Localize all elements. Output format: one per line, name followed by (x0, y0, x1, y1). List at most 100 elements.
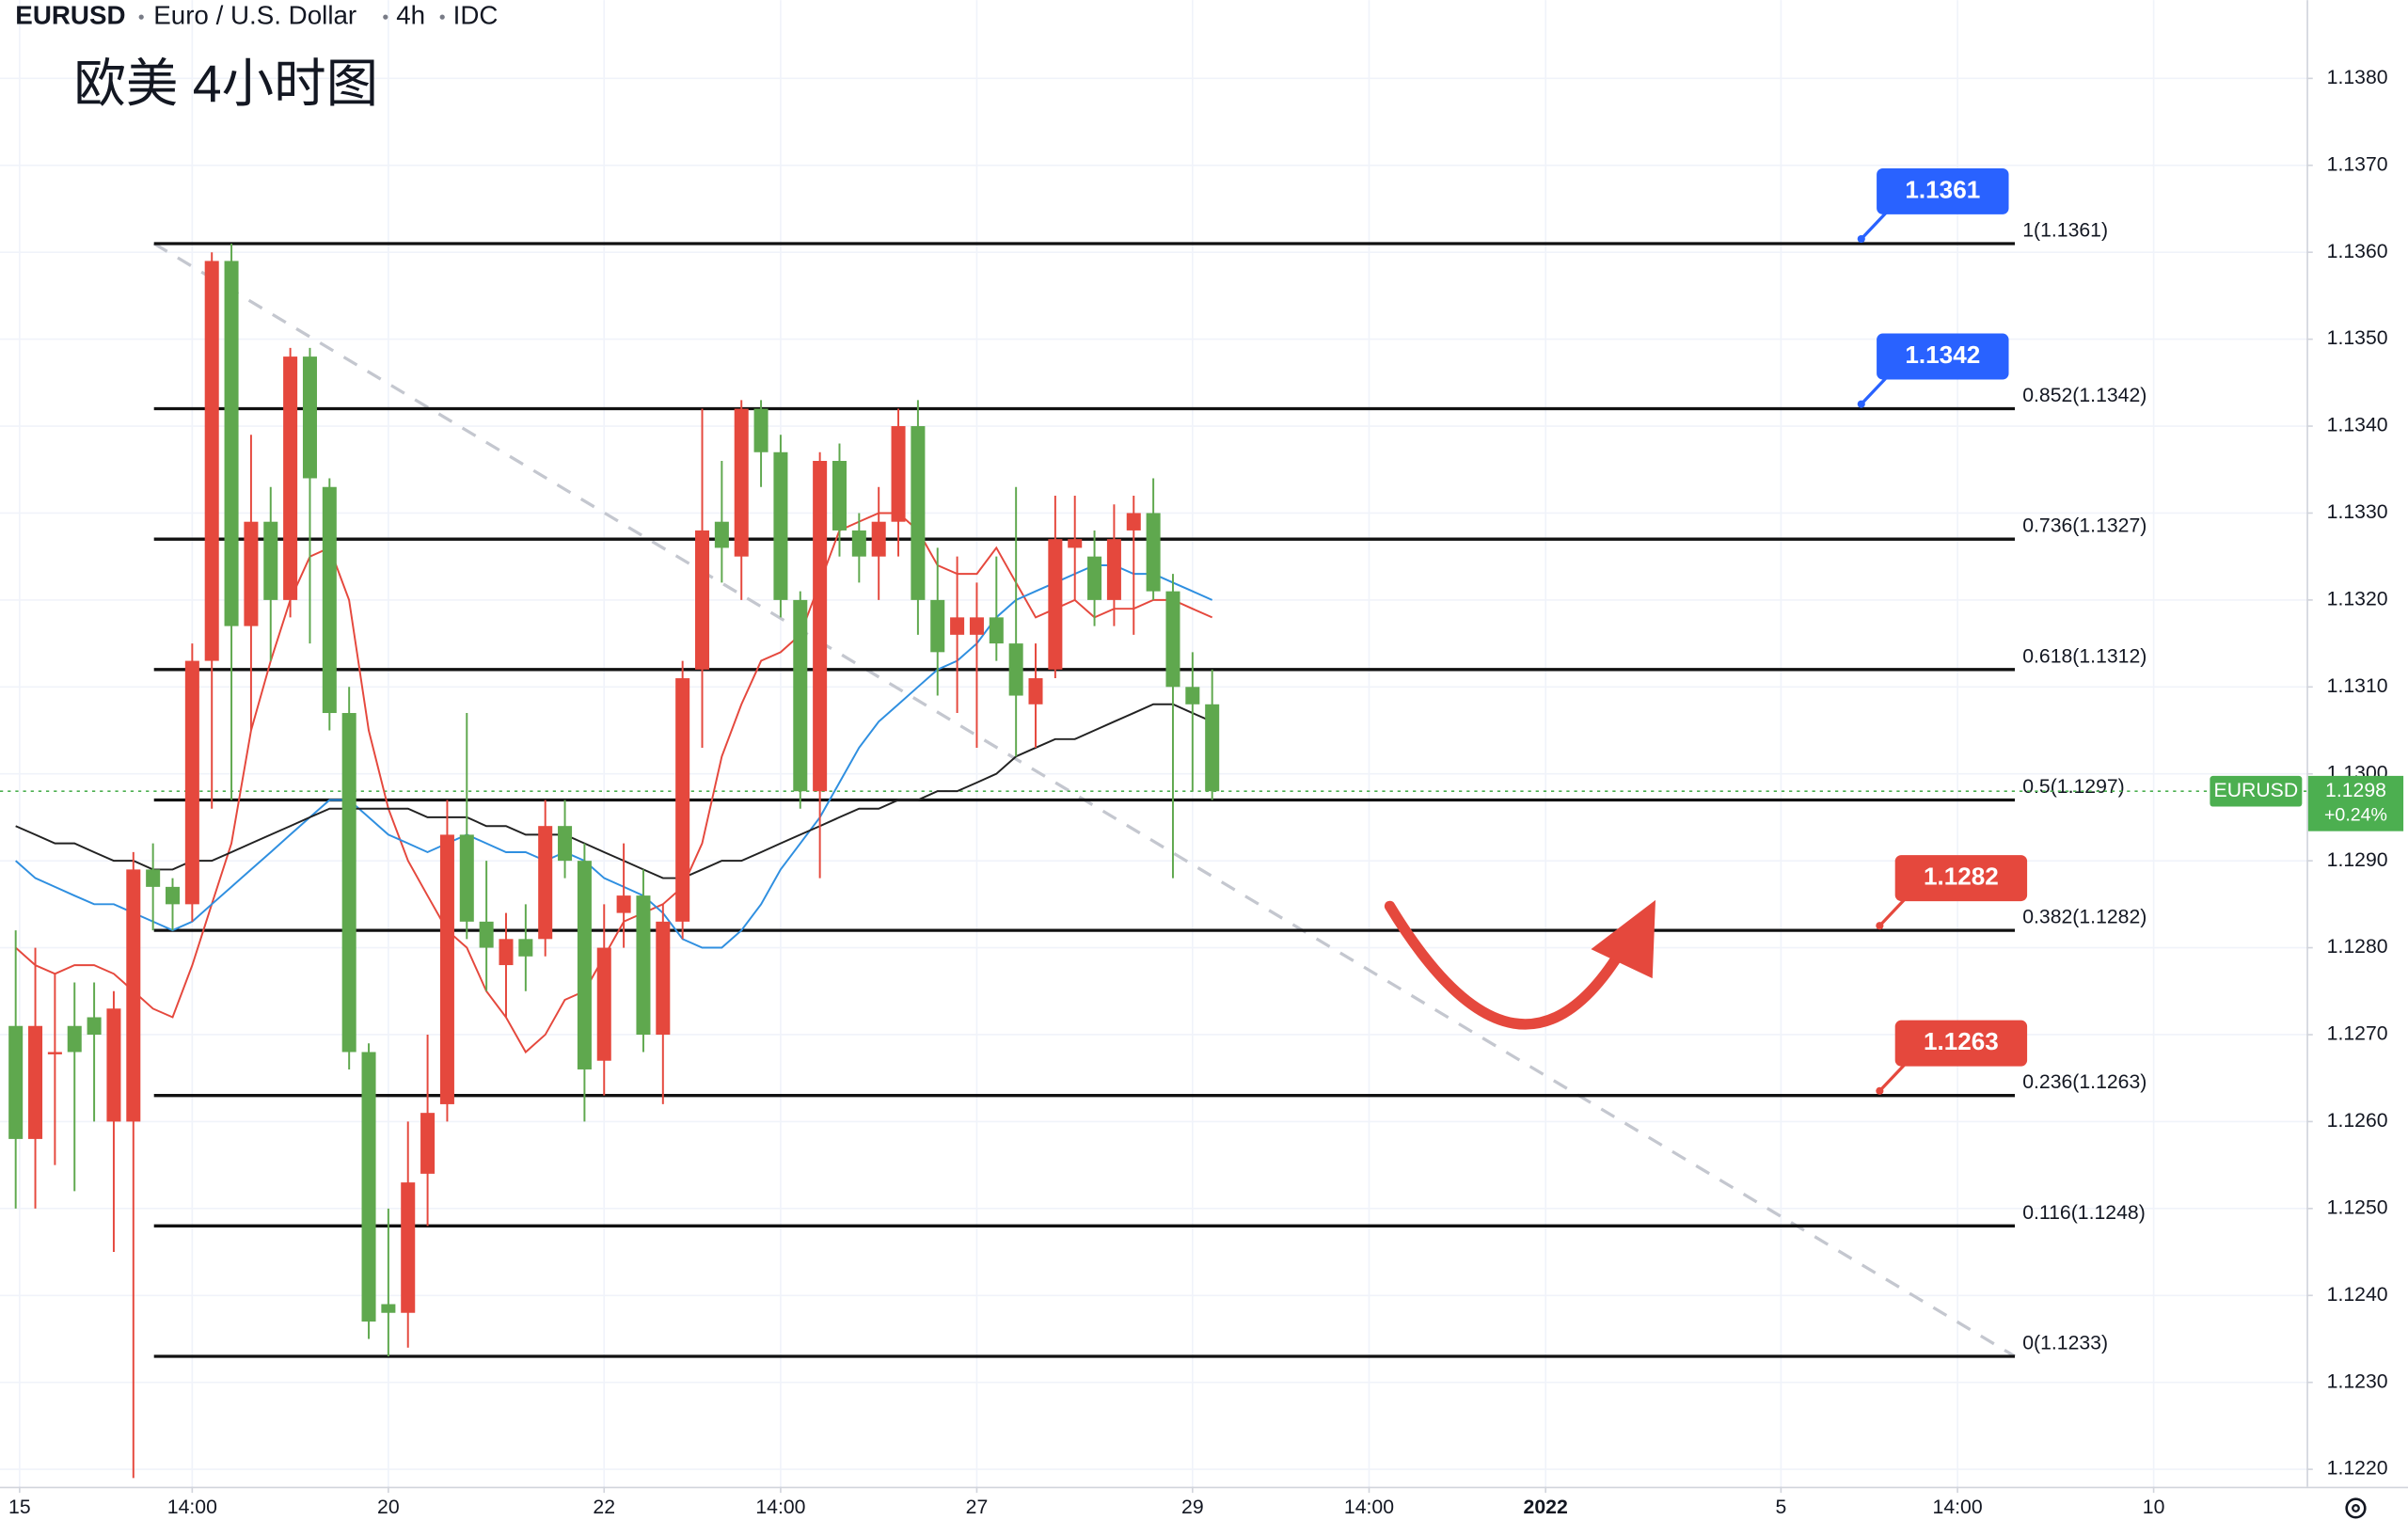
chart-title: 欧美 4小时图 (73, 55, 378, 113)
badge-box (1877, 333, 2009, 380)
candle-body (950, 617, 965, 635)
candle-body (184, 660, 199, 905)
badge-pointer (1878, 1060, 1909, 1092)
badge-box (1877, 167, 2009, 214)
candle-body (499, 939, 514, 966)
badge-pointer (1860, 208, 1891, 241)
fib-label: 0.116(1.1248) (2022, 1202, 2146, 1224)
candle-body (1185, 687, 1200, 705)
badge-pointer (1878, 895, 1909, 927)
candle-body (1008, 643, 1023, 696)
price-tag-value: 1.1298 (2325, 780, 2386, 801)
badge-anchor (1857, 400, 1865, 408)
settings-icon[interactable] (2345, 1497, 2367, 1519)
fib-label: 0.382(1.1282) (2022, 907, 2147, 928)
header: EURUSD Euro / U.S. Dollar 4h IDC (15, 0, 498, 29)
separator (138, 14, 144, 20)
moving-average (15, 512, 1213, 1054)
candle-body (1146, 513, 1161, 592)
candle-body (871, 521, 886, 557)
y-tick-label: 1.1380 (2327, 67, 2388, 88)
fib-label: 0.736(1.1327) (2022, 515, 2147, 537)
badge-pointer (1860, 373, 1891, 405)
candle-body (459, 834, 474, 922)
candle-body (1126, 513, 1141, 530)
candle-body (420, 1113, 436, 1174)
fib-label: 0.236(1.1263) (2022, 1071, 2147, 1093)
interval: 4h (396, 0, 425, 29)
candle-body (263, 521, 278, 600)
direction-arrow (1384, 900, 1631, 1030)
y-tick-label: 1.1330 (2327, 501, 2388, 523)
candle-body (656, 921, 671, 1035)
fib-label: 0.5(1.1297) (2022, 776, 2125, 798)
candle-body (1205, 704, 1220, 792)
candle-body (989, 617, 1004, 644)
x-tick-label: 14:00 (1344, 1496, 1394, 1518)
candle-body (126, 869, 141, 1122)
candle-body (479, 921, 494, 948)
candle-body (616, 895, 631, 913)
candle-body (969, 617, 984, 635)
price-badge: 1.1282 (1876, 855, 2028, 930)
candle-body (1106, 539, 1121, 600)
candle-body (538, 826, 553, 940)
candle-body (47, 1052, 62, 1054)
price-badge: 1.1342 (1857, 333, 2009, 408)
fib-label: 1(1.1361) (2022, 220, 2108, 242)
x-tick-label: 14:00 (167, 1496, 217, 1518)
y-tick-label: 1.1280 (2327, 936, 2388, 958)
candle-body (1087, 556, 1102, 600)
x-tick-label: 22 (593, 1496, 615, 1518)
candle-body (577, 861, 592, 1069)
badge-box (1894, 1020, 2028, 1067)
candle-body (106, 1008, 121, 1122)
badge-label: 1.1263 (1924, 1027, 1999, 1055)
candle-body (1028, 678, 1043, 705)
x-tick-label: 10 (2143, 1496, 2165, 1518)
candle-body (793, 599, 808, 792)
x-tick-label: 15 (8, 1496, 31, 1518)
y-tick-label: 1.1260 (2327, 1110, 2388, 1132)
candle-body (753, 408, 768, 452)
candle-body (302, 356, 317, 479)
x-tick-label: 14:00 (1933, 1496, 1983, 1518)
candle-body (87, 1017, 102, 1035)
candle-body (381, 1304, 396, 1313)
x-tick-label: 20 (377, 1496, 400, 1518)
badge-anchor (1876, 1086, 1884, 1095)
candle-body (558, 826, 573, 862)
fib-label: 0.852(1.1342) (2022, 385, 2147, 406)
candle-body (283, 356, 298, 600)
separator (383, 14, 388, 20)
moving-average (15, 703, 1213, 879)
candle-body (891, 426, 906, 522)
fib-label: 0.618(1.1312) (2022, 645, 2147, 667)
y-tick-label: 1.1320 (2327, 588, 2388, 610)
badge-label: 1.1361 (1905, 175, 1980, 203)
candle-body (1165, 591, 1180, 688)
candle-body (67, 1025, 82, 1053)
y-tick-label: 1.1310 (2327, 675, 2388, 697)
symbol-name: Euro / U.S. Dollar (153, 0, 356, 29)
plot-area: 1(1.1361) 0.852(1.1342) 0.736(1.1327) 0.618… (0, 220, 2307, 1479)
candle-body (8, 1025, 24, 1139)
x-tick-label: 2022 (1524, 1496, 1568, 1518)
price-tag (2307, 775, 2404, 831)
candle-body (146, 869, 161, 887)
y-tick-label: 1.1340 (2327, 415, 2388, 436)
candle-body (930, 599, 945, 653)
candle-body (714, 521, 729, 548)
candle-body (401, 1182, 416, 1313)
y-tick-label: 1.1370 (2327, 153, 2388, 175)
price-tag-change: +0.24% (2324, 805, 2387, 826)
arrow-head (1591, 899, 1656, 979)
candle-body (734, 408, 749, 557)
y-tick-label: 1.1250 (2327, 1196, 2388, 1218)
badge-label: 1.1282 (1924, 862, 1999, 890)
candle-body (165, 886, 181, 905)
candle-body (596, 947, 611, 1061)
moving-average (15, 564, 1213, 949)
y-tick-label: 1.1350 (2327, 327, 2388, 349)
